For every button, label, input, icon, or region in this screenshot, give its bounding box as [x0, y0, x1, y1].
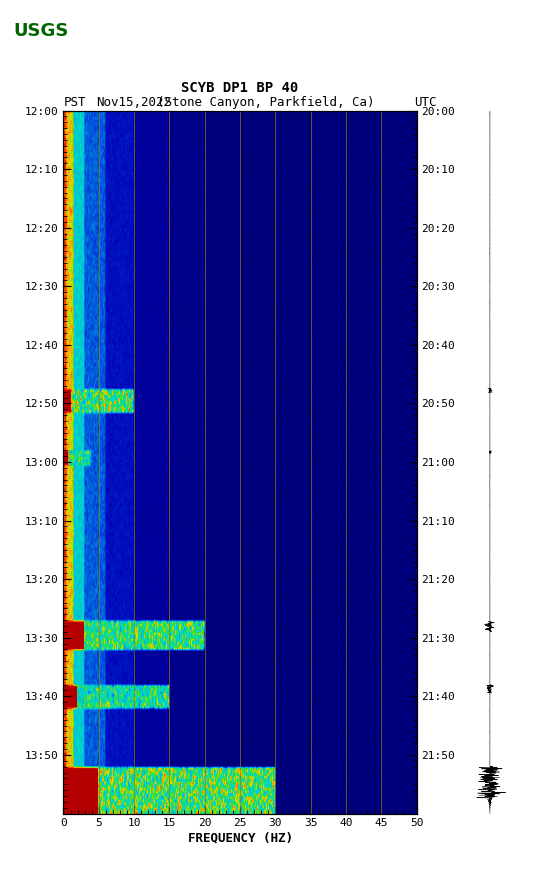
Text: UTC: UTC: [414, 95, 437, 109]
Text: (Stone Canyon, Parkfield, Ca): (Stone Canyon, Parkfield, Ca): [157, 95, 375, 109]
Text: SCYB DP1 BP 40: SCYB DP1 BP 40: [182, 81, 299, 95]
X-axis label: FREQUENCY (HZ): FREQUENCY (HZ): [188, 831, 293, 844]
Text: Nov15,2022: Nov15,2022: [97, 95, 172, 109]
Text: PST: PST: [63, 95, 86, 109]
Text: USGS: USGS: [14, 22, 69, 40]
